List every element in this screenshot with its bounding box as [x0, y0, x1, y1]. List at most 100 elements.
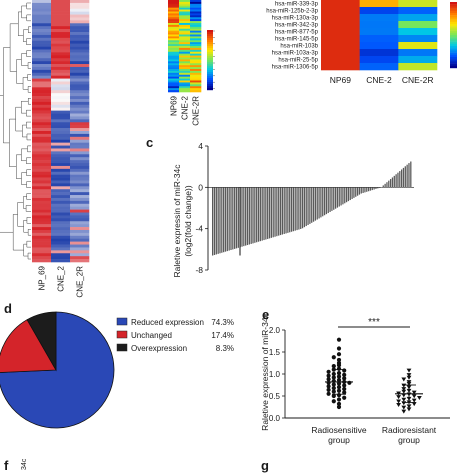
- small-heatmap-cell: [190, 67, 202, 70]
- heatmap-cell: [51, 142, 71, 146]
- heatmap-cell: [70, 177, 90, 181]
- dendrogram-branch: [26, 50, 31, 57]
- heatmap-cell: [32, 256, 52, 260]
- bar: [360, 187, 362, 194]
- bar: [290, 187, 293, 232]
- heatmap-cell: [70, 26, 90, 30]
- heatmap-cell: [51, 180, 71, 184]
- bar: [323, 187, 326, 216]
- dendrogram-branch: [12, 214, 24, 251]
- panel-label-d: d: [4, 301, 12, 316]
- heatmap-cell: [70, 101, 90, 106]
- small-heatmap-cell: [179, 61, 191, 64]
- heatmap-cell: [51, 116, 71, 120]
- heatmap-cell: [32, 116, 52, 120]
- scatter-point-radiosensitive: [342, 383, 347, 388]
- small-heatmap-cell: [168, 28, 180, 31]
- bar-y-tick-label: -8: [195, 265, 203, 275]
- heatmap-cell: [32, 125, 52, 129]
- heatmap-cell: [51, 189, 71, 193]
- scatter-y-tick-label: 1.0: [269, 370, 281, 379]
- small-heatmap-cell: [190, 32, 202, 35]
- heatmap-cell: [70, 5, 90, 10]
- bar: [224, 187, 227, 252]
- heatmap-cell: [51, 200, 71, 205]
- group-label-radiosensitive-line2: group: [328, 435, 350, 445]
- small-heatmap-cell: [168, 38, 180, 41]
- heatmap-cell: [70, 69, 90, 74]
- bar: [345, 187, 348, 203]
- bar: [245, 187, 247, 246]
- dendrogram-branch: [16, 154, 22, 179]
- heatmap-cell: [51, 34, 71, 39]
- bar: [305, 187, 307, 227]
- heatmap-cell: [32, 14, 52, 18]
- heatmap-cell: [70, 58, 90, 62]
- scatter-point-radiosensitive: [336, 404, 342, 410]
- heatmap-cell: [51, 119, 71, 123]
- bar: [217, 187, 219, 254]
- heatmap-cell: [51, 157, 71, 161]
- heatmap-cell: [32, 23, 52, 27]
- small-heatmap-cell: [168, 72, 180, 76]
- small-scale-step: [207, 78, 213, 81]
- bar: [250, 187, 252, 244]
- heatmap-cell: [70, 66, 90, 71]
- bar: [377, 187, 379, 189]
- heatmap-cell: [70, 253, 90, 257]
- heatmap-cell: [51, 32, 71, 36]
- scatter-point-radioresistant: [406, 373, 412, 378]
- heatmap-cell: [70, 168, 90, 173]
- heatmap-cell: [70, 93, 90, 97]
- bar: [307, 187, 309, 225]
- scatter-point-radiosensitive: [331, 355, 336, 360]
- heatmap-cell: [70, 61, 90, 65]
- heatmap-cell: [32, 29, 52, 33]
- panel-label-c: c: [146, 135, 153, 150]
- mirna-heatmap-cell: [359, 28, 399, 36]
- heatmap-cell: [32, 148, 52, 152]
- heatmap-cell: [32, 128, 52, 132]
- heatmap-cell: [51, 87, 71, 91]
- heatmap-cell: [51, 128, 71, 132]
- heatmap-cell: [51, 104, 71, 109]
- small-heatmap-cell: [179, 9, 191, 12]
- mirna-row-label: hsa-miR-125b-2-3p: [266, 8, 318, 14]
- scatter-point-radiosensitive: [331, 399, 336, 404]
- legend-label-reduced: Reduced expression: [131, 318, 204, 327]
- heatmap-cell: [32, 224, 52, 228]
- heatmap-cell: [32, 52, 52, 56]
- bar: [248, 187, 250, 245]
- scatter-point-radiosensitive: [336, 397, 342, 402]
- small-heatmap-column-label: CNE-2: [181, 95, 190, 120]
- bar: [410, 161, 412, 188]
- small-heatmap-cell: [190, 76, 202, 79]
- small-heatmap-cell: [168, 44, 180, 47]
- bar: [402, 167, 405, 188]
- small-heatmap-cell: [168, 11, 180, 14]
- dendrogram-branch: [27, 98, 31, 105]
- heatmap-cell: [51, 66, 71, 71]
- small-heatmap-cell: [190, 46, 202, 49]
- heatmap-cell: [51, 64, 71, 68]
- heatmap-cell: [32, 78, 52, 82]
- heatmap-cell: [32, 250, 52, 254]
- heatmap-cell: [32, 232, 52, 237]
- heatmap-cell: [32, 64, 52, 68]
- mirna-row-label: hsa-miR-103a-3p: [272, 50, 319, 56]
- heatmap-cell: [51, 8, 71, 12]
- mirna-heatmap-cell: [398, 0, 438, 8]
- heatmap-cell: [51, 107, 71, 111]
- heatmap-cell: [51, 259, 71, 263]
- mirna-heatmap-cell: [359, 49, 399, 57]
- bar: [254, 187, 256, 243]
- small-heatmap-cell: [190, 38, 202, 41]
- heatmap-cell: [70, 104, 90, 109]
- small-heatmap-cell: [168, 21, 180, 24]
- bar: [301, 187, 304, 229]
- small-heatmap-cell: [179, 86, 191, 89]
- dendrogram-branch: [26, 181, 31, 188]
- small-heatmap-cell: [168, 80, 180, 83]
- small-heatmap-cell: [168, 36, 180, 39]
- heatmap-cell: [32, 203, 52, 207]
